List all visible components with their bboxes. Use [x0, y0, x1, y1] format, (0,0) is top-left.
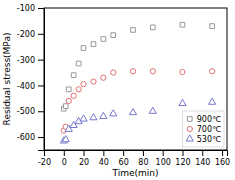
tick-label: -600 — [17, 133, 35, 142]
point — [91, 42, 96, 47]
point — [62, 136, 69, 142]
point — [71, 73, 76, 78]
tick-mark — [38, 85, 44, 86]
point — [131, 28, 136, 33]
legend-label: 700℃ — [197, 125, 221, 134]
tick-label: -300 — [17, 56, 35, 65]
tick-mark — [143, 150, 144, 156]
point — [66, 98, 71, 103]
tick: 60 — [119, 150, 129, 167]
point — [63, 104, 68, 109]
tick-label: -20 — [38, 158, 51, 167]
tick-label: 60 — [119, 158, 129, 167]
tick-label: 100 — [156, 158, 171, 167]
tick-label: 140 — [195, 158, 210, 167]
point — [210, 69, 215, 74]
x-axis-title: Time(min) — [111, 168, 158, 178]
tick-mark — [38, 60, 44, 61]
tick-mark — [38, 34, 44, 35]
tick-mark — [38, 111, 44, 112]
point — [110, 110, 117, 116]
tick-mark — [84, 150, 85, 156]
tick-mark — [123, 150, 124, 156]
point — [179, 99, 186, 105]
tick-mark — [64, 150, 65, 156]
point — [180, 22, 185, 27]
tick: -100 — [17, 4, 44, 13]
tick: -600 — [17, 133, 44, 142]
tick-label: 40 — [99, 158, 109, 167]
legend-marker — [187, 126, 192, 131]
chart: -20020406080100120140160-600-500-400-300… — [0, 0, 235, 180]
tick-label: 20 — [79, 158, 89, 167]
tick: 140 — [195, 150, 210, 167]
point — [76, 61, 81, 66]
point — [209, 98, 216, 104]
legend-marker — [187, 117, 192, 122]
tick-mark — [103, 150, 104, 156]
tick: 160 — [215, 150, 230, 167]
legend-entry: 530℃ — [186, 135, 221, 144]
point — [180, 69, 185, 74]
point — [150, 25, 155, 30]
tick: -500 — [17, 107, 44, 116]
point — [149, 107, 156, 113]
tick-mark — [182, 150, 183, 156]
tick-mark — [202, 150, 203, 156]
tick: 80 — [138, 150, 148, 167]
point — [101, 37, 106, 42]
point — [66, 87, 71, 92]
tick: 0 — [62, 150, 67, 167]
tick-label: -400 — [17, 82, 35, 91]
tick-label: -200 — [17, 30, 35, 39]
point — [130, 69, 135, 74]
point — [100, 112, 107, 118]
point — [150, 69, 155, 74]
point — [111, 33, 116, 38]
tick-mark — [38, 137, 44, 138]
point — [81, 46, 86, 51]
tick-mark — [38, 8, 44, 9]
tick: 100 — [156, 150, 171, 167]
legend-entry: 700℃ — [187, 125, 221, 134]
tick-label: -100 — [17, 4, 35, 13]
plot-frame — [44, 8, 227, 150]
point — [90, 114, 97, 120]
point — [129, 108, 136, 114]
tick-label: -500 — [17, 107, 35, 116]
tick: 20 — [79, 150, 89, 167]
point — [210, 24, 215, 29]
axis-line — [38, 9, 45, 151]
y-axis: -600 -500 -400 -300 -200 -100 — [17, 4, 45, 150]
axis-line — [45, 151, 228, 157]
legend-marker — [186, 135, 193, 141]
tick-label: 0 — [62, 158, 67, 167]
legend-box — [183, 111, 224, 147]
legend-entry: 900℃ — [187, 115, 221, 124]
point — [81, 82, 86, 87]
point — [101, 75, 106, 80]
tick: 120 — [175, 150, 190, 167]
legend: 900℃700℃530℃ — [183, 111, 224, 147]
tick: -20 — [38, 150, 51, 167]
point — [91, 79, 96, 84]
point — [111, 70, 116, 75]
tick-mark — [222, 150, 223, 156]
point — [71, 93, 76, 98]
tick-mark — [163, 150, 164, 156]
tick-label: 80 — [138, 158, 148, 167]
point — [80, 115, 87, 121]
x-axis: -20 0 20 40 60 80 100 120 140 160 — [38, 150, 230, 167]
tick-label: 120 — [175, 158, 190, 167]
tick: 40 — [99, 150, 109, 167]
tick: -400 — [17, 82, 44, 91]
series — [61, 22, 214, 111]
tick: -200 — [17, 30, 44, 39]
legend-label: 900℃ — [197, 115, 221, 124]
legend-label: 530℃ — [197, 135, 221, 144]
y-axis-title: Residual stress(MPa) — [2, 33, 12, 126]
tick: -300 — [17, 56, 44, 65]
point — [76, 87, 81, 92]
tick-label: 160 — [215, 158, 230, 167]
